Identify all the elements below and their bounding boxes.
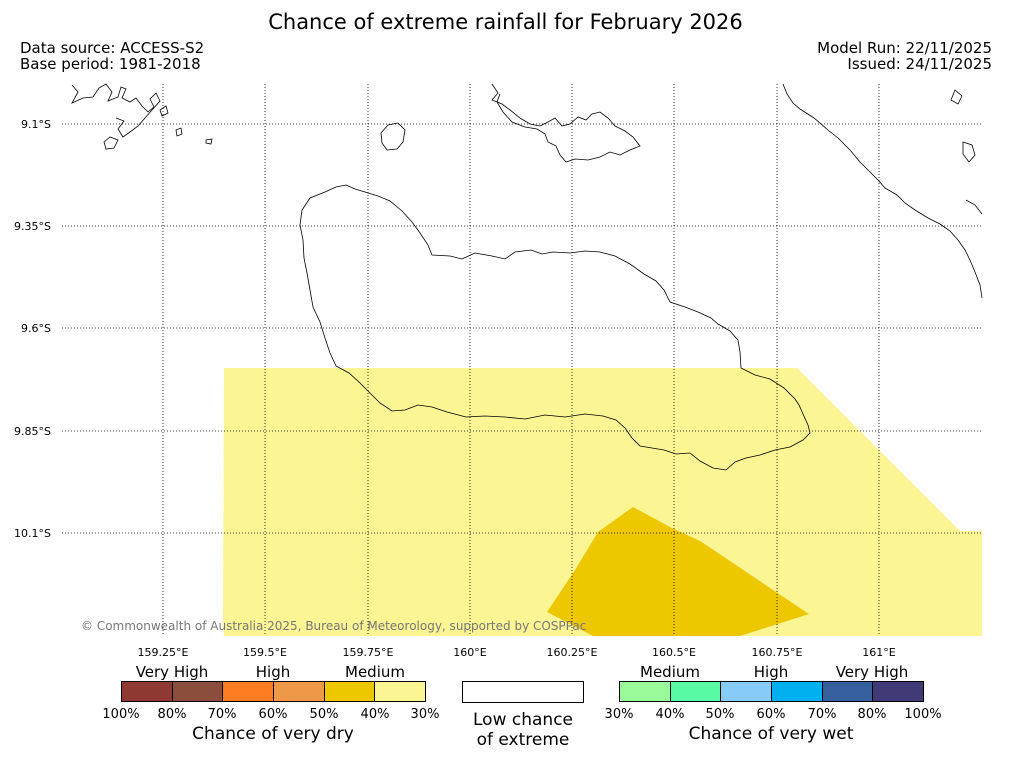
- dry-swatch-2: [172, 682, 224, 701]
- dry-tick-100: 100%: [102, 707, 140, 722]
- dry-tick-50: 50%: [309, 707, 339, 722]
- wet-tick-50: 50%: [705, 707, 735, 722]
- lat-label-9-6: 9.6°S: [21, 322, 51, 335]
- northeast-islet-2: [962, 141, 976, 163]
- header-left: Data source: ACCESS-S2 Base period: 1981…: [20, 40, 204, 72]
- coastlines: [71, 83, 983, 471]
- dry-heading-very-high: Very High: [135, 663, 209, 681]
- wet-tick-80: 80%: [857, 707, 887, 722]
- issued-text: Issued: 24/11/2025: [847, 55, 992, 73]
- north-islet-1: [103, 136, 119, 150]
- lon-label-161: 161°E: [862, 646, 895, 659]
- north-island-right-coastline: [782, 83, 983, 299]
- north-islet-3: [175, 127, 183, 137]
- wet-tick-30: 30%: [604, 707, 634, 722]
- wet-tick-70: 70%: [807, 707, 837, 722]
- northeast-islet-1: [950, 89, 963, 105]
- dry-swatch-6: [375, 682, 426, 701]
- round-island-coastline: [380, 122, 406, 151]
- lat-label-9-85: 9.85°S: [14, 425, 51, 438]
- wet-heading-very-high: Very High: [835, 663, 909, 681]
- low-chance-line1: Low chance: [473, 710, 573, 730]
- high-dry-region: [547, 507, 809, 636]
- lon-label-160: 160°E: [453, 646, 486, 659]
- northeast-islet-3: [965, 199, 983, 215]
- lon-label-160-75: 160.75°E: [752, 646, 803, 659]
- wet-swatch-4: [772, 682, 823, 701]
- model-run-text: Model Run: 22/11/2025: [817, 39, 992, 57]
- dry-swatch-1: [122, 682, 173, 701]
- wet-colorbar: [619, 681, 924, 702]
- north-islet-2: [159, 105, 169, 117]
- dry-swatch-5: [324, 682, 376, 701]
- wet-tick-60: 60%: [756, 707, 786, 722]
- medium-dry-region: [223, 368, 982, 636]
- main-island-coastline: [299, 184, 811, 471]
- wet-swatch-1: [620, 682, 671, 701]
- dry-tick-80: 80%: [157, 707, 187, 722]
- wet-swatch-3: [721, 682, 773, 701]
- base-period-text: Base period: 1981-2018: [20, 55, 201, 73]
- north-island-center-coastline: [491, 83, 641, 163]
- low-chance-label: Low chance of extreme: [473, 710, 573, 750]
- copyright-text: © Commonwealth of Australia 2025, Bureau…: [81, 619, 586, 633]
- dry-heading-high: High: [255, 663, 291, 681]
- lon-label-159-25: 159.25°E: [138, 646, 189, 659]
- low-chance-line2: of extreme: [476, 730, 570, 750]
- lon-label-160-5: 160.5°E: [652, 646, 696, 659]
- lon-label-159-5: 159.5°E: [243, 646, 287, 659]
- wet-heading-medium: Medium: [640, 663, 700, 681]
- dry-swatch-4: [274, 682, 325, 701]
- map-title: Chance of extreme rainfall for February …: [268, 10, 743, 34]
- dry-colorbar: [121, 681, 426, 702]
- lon-label-160-25: 160.25°E: [547, 646, 598, 659]
- dry-tick-60: 60%: [258, 707, 288, 722]
- lon-label-159-75: 159.75°E: [343, 646, 394, 659]
- lat-label-9-1: 9.1°S: [21, 118, 51, 131]
- wet-tick-100: 100%: [904, 707, 942, 722]
- north-island-left-coastline: [71, 83, 161, 138]
- graticule: [62, 84, 982, 636]
- data-source-text: Data source: ACCESS-S2: [20, 39, 205, 57]
- north-islet-4: [205, 138, 213, 145]
- dry-tick-40: 40%: [360, 707, 390, 722]
- wet-swatch-5: [822, 682, 874, 701]
- wet-legend-title: Chance of very wet: [688, 724, 854, 744]
- wet-swatch-2: [670, 682, 722, 701]
- wet-tick-40: 40%: [655, 707, 685, 722]
- dry-tick-30: 30%: [410, 707, 440, 722]
- lat-label-9-35: 9.35°S: [14, 220, 51, 233]
- dry-heading-medium: Medium: [345, 663, 405, 681]
- wet-swatch-6: [873, 682, 924, 701]
- header-right: Model Run: 22/11/2025 Issued: 24/11/2025: [817, 40, 992, 72]
- low-chance-swatch: [462, 681, 584, 703]
- dry-tick-70: 70%: [207, 707, 237, 722]
- dry-legend-title: Chance of very dry: [192, 724, 354, 744]
- dry-swatch-3: [223, 682, 275, 701]
- wet-heading-high: High: [753, 663, 789, 681]
- lat-label-10-1: 10.1°S: [14, 527, 51, 540]
